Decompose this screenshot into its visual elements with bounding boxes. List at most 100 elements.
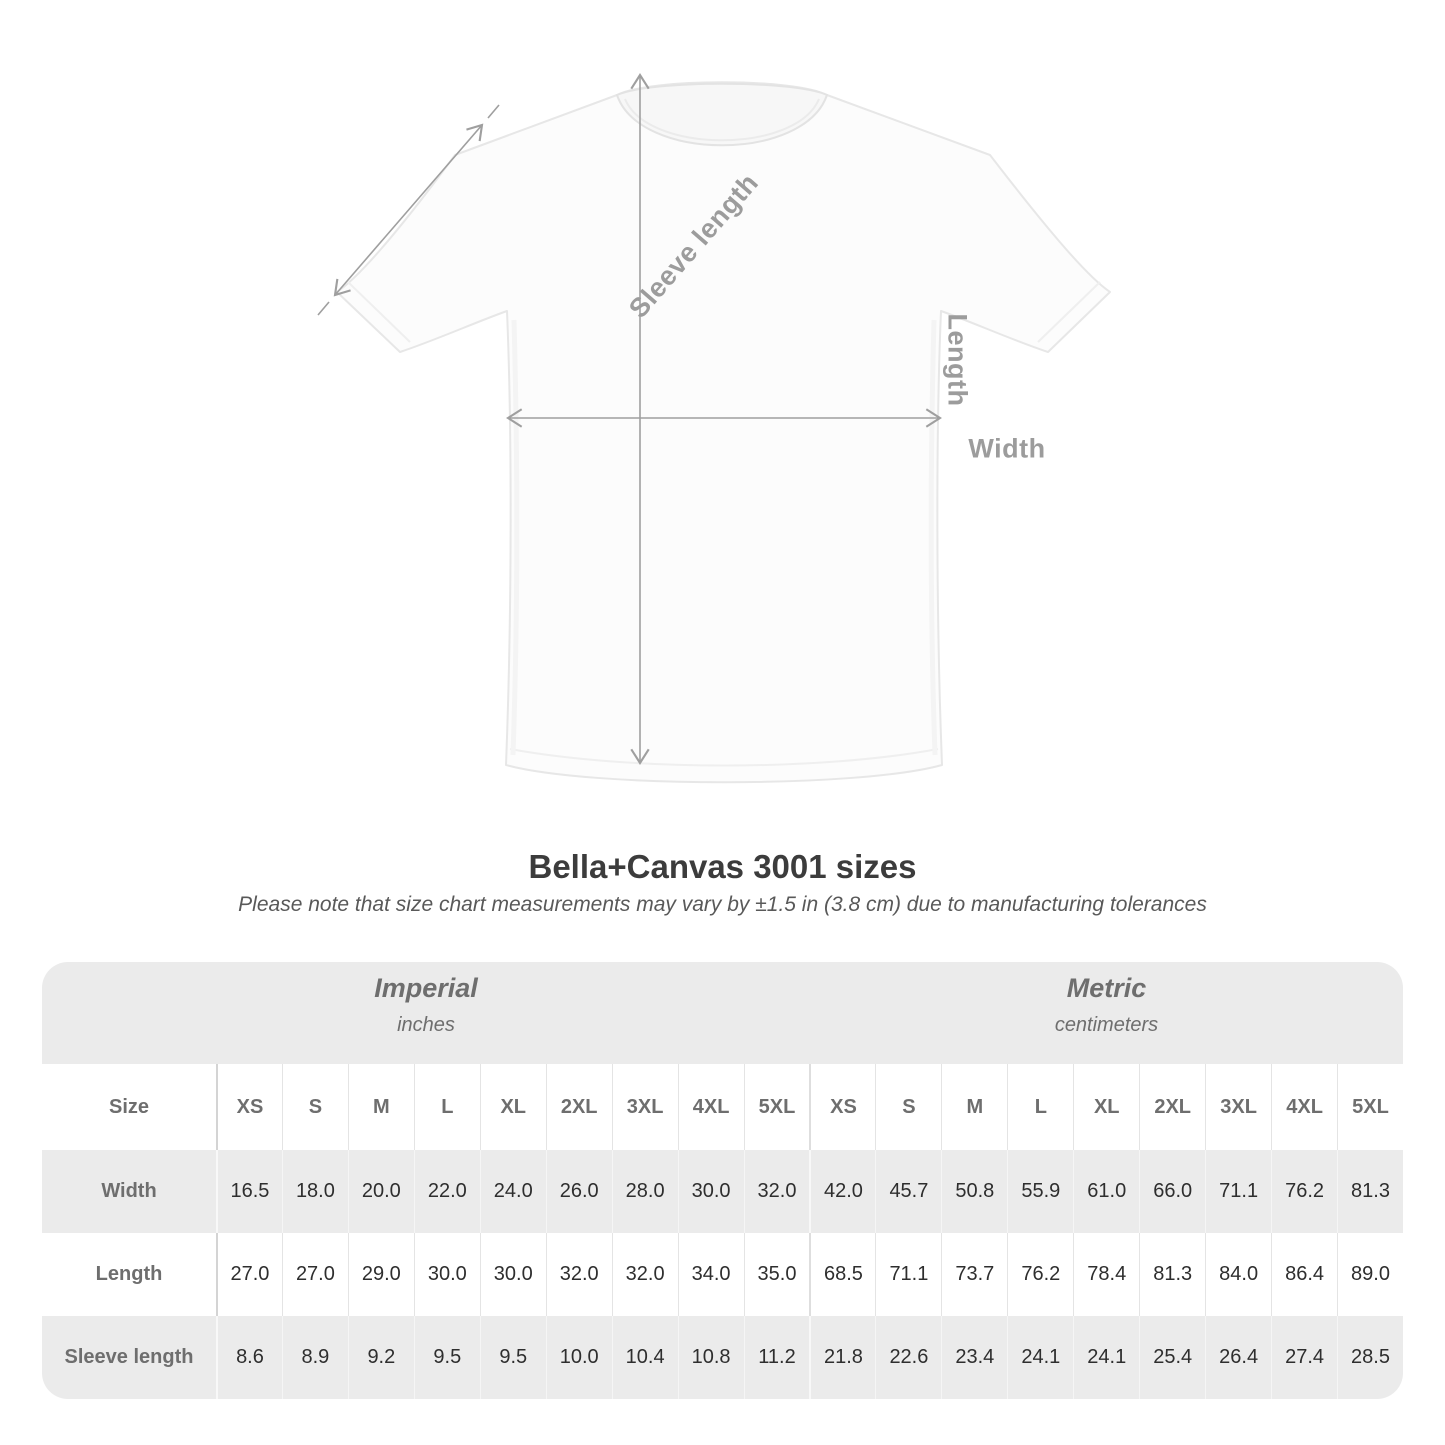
cell-sleeve-length-imperial-xs: 8.6	[216, 1316, 282, 1399]
cell-width-imperial-xl: 24.0	[479, 1150, 546, 1233]
cell-sleeve-length-metric-4xl: 27.4	[1271, 1316, 1337, 1399]
size-header-imperial-xl: XL	[479, 1064, 546, 1150]
cell-length-imperial-xl: 30.0	[479, 1233, 546, 1316]
size-header-metric-xs: XS	[809, 1064, 875, 1150]
size-header-metric-m: M	[941, 1064, 1007, 1150]
tshirt-illustration	[317, 73, 1111, 784]
cell-width-imperial-5xl: 32.0	[743, 1150, 810, 1233]
metric-unit: centimeters	[1054, 1014, 1159, 1036]
cell-width-metric-5xl: 81.3	[1337, 1150, 1403, 1233]
width-row: Width 16.5 18.0 20.0 22.0 24.0 26.0 28.0 30.0 32.…	[42, 1150, 1403, 1233]
cell-sleeve-length-imperial-l: 9.5	[413, 1316, 480, 1399]
size-header-imperial-l: L	[413, 1064, 480, 1150]
cell-sleeve-length-metric-l: 24.1	[1007, 1316, 1073, 1399]
cell-sleeve-length-imperial-4xl: 10.8	[677, 1316, 744, 1399]
size-header-metric-s: S	[875, 1064, 941, 1150]
cell-sleeve-length-imperial-m: 9.2	[347, 1316, 414, 1399]
cell-sleeve-length-imperial-2xl: 10.0	[545, 1316, 612, 1399]
cell-sleeve-length-metric-s: 22.6	[875, 1316, 941, 1399]
sleeve-length-row: Sleeve length 8.6 8.9 9.2 9.5 9.5 10.0 10.4 10.8…	[42, 1316, 1403, 1399]
cell-width-imperial-4xl: 30.0	[677, 1150, 744, 1233]
dimension-lines	[317, 73, 942, 765]
cell-length-metric-2xl: 81.3	[1139, 1233, 1205, 1316]
unit-header-band: Imperial inches Metric centimeters	[42, 962, 1403, 1064]
size-header-imperial-5xl: 5XL	[743, 1064, 810, 1150]
cell-length-metric-l: 76.2	[1007, 1233, 1073, 1316]
cell-width-imperial-xs: 16.5	[216, 1150, 282, 1233]
size-header-metric-l: L	[1007, 1064, 1073, 1150]
imperial-title: Imperial	[374, 973, 478, 1003]
cell-length-imperial-s: 27.0	[281, 1233, 348, 1316]
size-chart-table: Imperial inches Metric centimeters Size X…	[42, 962, 1403, 1399]
cell-width-imperial-l: 22.0	[413, 1150, 480, 1233]
page-title: Bella+Canvas 3001 sizes	[528, 848, 917, 885]
tshirt-diagram: Sleeve length Length Width	[300, 50, 1130, 810]
size-header-imperial-xs: XS	[216, 1064, 282, 1150]
cell-length-imperial-4xl: 34.0	[677, 1233, 744, 1316]
cell-sleeve-length-metric-2xl: 25.4	[1139, 1316, 1205, 1399]
cell-width-metric-4xl: 76.2	[1271, 1150, 1337, 1233]
cell-width-imperial-s: 18.0	[281, 1150, 348, 1233]
cell-length-imperial-3xl: 32.0	[611, 1233, 678, 1316]
size-header-metric-xl: XL	[1073, 1064, 1139, 1150]
metric-title: Metric	[1066, 973, 1147, 1003]
imperial-unit: inches	[397, 1014, 455, 1036]
cell-width-metric-xs: 42.0	[809, 1150, 875, 1233]
cell-width-imperial-2xl: 26.0	[545, 1150, 612, 1233]
size-header-metric-4xl: 4XL	[1271, 1064, 1337, 1150]
size-header-metric-3xl: 3XL	[1205, 1064, 1271, 1150]
cell-sleeve-length-metric-xl: 24.1	[1073, 1316, 1139, 1399]
width-label: Width	[968, 433, 1046, 464]
cell-length-metric-xl: 78.4	[1073, 1233, 1139, 1316]
size-header-imperial-2xl: 2XL	[545, 1064, 612, 1150]
cell-length-metric-s: 71.1	[875, 1233, 941, 1316]
cell-length-imperial-2xl: 32.0	[545, 1233, 612, 1316]
cell-width-metric-m: 50.8	[941, 1150, 1007, 1233]
cell-sleeve-length-metric-xs: 21.8	[809, 1316, 875, 1399]
size-header-imperial-4xl: 4XL	[677, 1064, 744, 1150]
sleeve-length-arrow	[333, 123, 484, 297]
row-label-width: Width	[101, 1180, 157, 1202]
cell-width-imperial-m: 20.0	[347, 1150, 414, 1233]
cell-length-imperial-l: 30.0	[413, 1233, 480, 1316]
cell-length-metric-m: 73.7	[941, 1233, 1007, 1316]
cell-length-imperial-5xl: 35.0	[743, 1233, 810, 1316]
tshirt-shape	[336, 81, 1111, 784]
size-header-imperial-m: M	[347, 1064, 414, 1150]
size-header-imperial-3xl: 3XL	[611, 1064, 678, 1150]
cell-sleeve-length-imperial-s: 8.9	[281, 1316, 348, 1399]
cell-width-metric-xl: 61.0	[1073, 1150, 1139, 1233]
cell-sleeve-length-imperial-xl: 9.5	[479, 1316, 546, 1399]
cell-length-metric-3xl: 84.0	[1205, 1233, 1271, 1316]
cell-width-metric-l: 55.9	[1007, 1150, 1073, 1233]
cell-length-imperial-m: 29.0	[347, 1233, 414, 1316]
size-header-metric-2xl: 2XL	[1139, 1064, 1205, 1150]
row-label-length: Length	[95, 1263, 163, 1285]
cell-width-imperial-3xl: 28.0	[611, 1150, 678, 1233]
size-header-imperial-s: S	[281, 1064, 348, 1150]
sleeve-arrow-tick	[487, 104, 500, 119]
cell-width-metric-s: 45.7	[875, 1150, 941, 1233]
metric-header: Metric centimeters	[810, 962, 1403, 1064]
size-header-metric-5xl: 5XL	[1337, 1064, 1403, 1150]
length-label: Length	[942, 313, 973, 407]
cell-sleeve-length-imperial-5xl: 11.2	[743, 1316, 810, 1399]
size-header-row: Size XS S M L XL 2XL 3XL 4XL 5XL XS S M L XL 2XL 3XL 4XL 5…	[42, 1064, 1403, 1150]
cell-width-metric-3xl: 71.1	[1205, 1150, 1271, 1233]
imperial-header: Imperial inches	[42, 962, 810, 1064]
cell-length-metric-4xl: 86.4	[1271, 1233, 1337, 1316]
cell-sleeve-length-metric-5xl: 28.5	[1337, 1316, 1403, 1399]
cell-length-imperial-xs: 27.0	[216, 1233, 282, 1316]
sleeve-arrow-tick	[317, 301, 330, 316]
length-row: Length 27.0 27.0 29.0 30.0 30.0 32.0 32.0 34.0 35…	[42, 1233, 1403, 1316]
cell-length-metric-5xl: 89.0	[1337, 1233, 1403, 1316]
cell-sleeve-length-imperial-3xl: 10.4	[611, 1316, 678, 1399]
tolerance-note: Please note that size chart measurements…	[238, 893, 1207, 916]
cell-width-metric-2xl: 66.0	[1139, 1150, 1205, 1233]
cell-sleeve-length-metric-m: 23.4	[941, 1316, 1007, 1399]
collar	[615, 82, 829, 147]
cell-sleeve-length-metric-3xl: 26.4	[1205, 1316, 1271, 1399]
size-column-header: Size	[108, 1095, 150, 1118]
row-label-sleeve-length: Sleeve length	[64, 1346, 194, 1368]
